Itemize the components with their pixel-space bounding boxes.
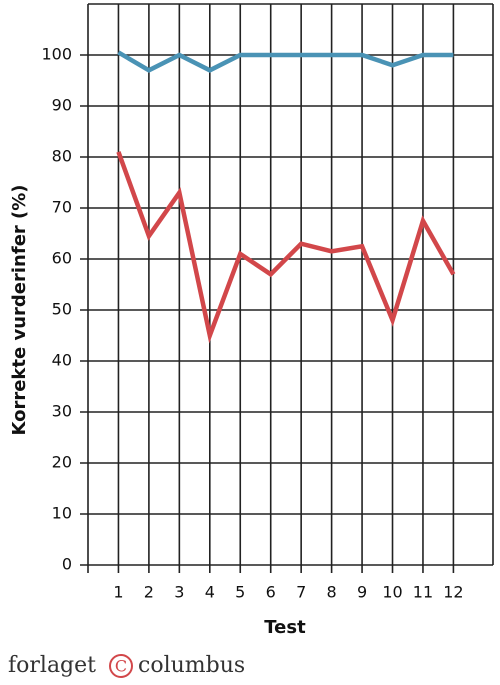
logo-circle <box>109 654 133 678</box>
x-tick-label: 5 <box>235 583 245 602</box>
logo-c: C <box>115 657 127 676</box>
y-tick-label: 60 <box>52 249 72 268</box>
y-tick-label: 80 <box>52 147 72 166</box>
x-tick-label: 10 <box>382 583 402 602</box>
x-tick-label: 4 <box>205 583 215 602</box>
x-tick-label: 7 <box>296 583 306 602</box>
footer-right: columbus <box>138 653 245 678</box>
y-tick-label: 70 <box>52 198 72 217</box>
y-tick-label: 100 <box>41 45 72 64</box>
footer-left: forlaget <box>8 653 96 678</box>
x-axis-title: Test <box>264 617 306 638</box>
x-tick-label: 8 <box>327 583 337 602</box>
y-tick-label: 10 <box>52 504 72 523</box>
x-tick-label: 1 <box>113 583 123 602</box>
y-tick-label: 90 <box>52 96 72 115</box>
y-tick-label: 50 <box>52 300 72 319</box>
x-tick-label: 12 <box>443 583 463 602</box>
footer: forlaget C columbus <box>8 653 245 678</box>
data-line <box>117 50 454 73</box>
y-tick-label: 20 <box>52 453 72 472</box>
x-tick-label: 6 <box>266 583 276 602</box>
x-tick-label: 3 <box>174 583 184 602</box>
y-tick-label: 40 <box>52 351 72 370</box>
x-tick-label: 11 <box>413 583 433 602</box>
y-tick-label: 0 <box>62 555 72 574</box>
data-line <box>116 151 456 344</box>
y-tick-label: 30 <box>52 402 72 421</box>
y-axis-title: Korrekte vurderinfer (%) <box>9 184 30 435</box>
x-tick-label: 2 <box>144 583 154 602</box>
x-tick-label: 9 <box>357 583 367 602</box>
